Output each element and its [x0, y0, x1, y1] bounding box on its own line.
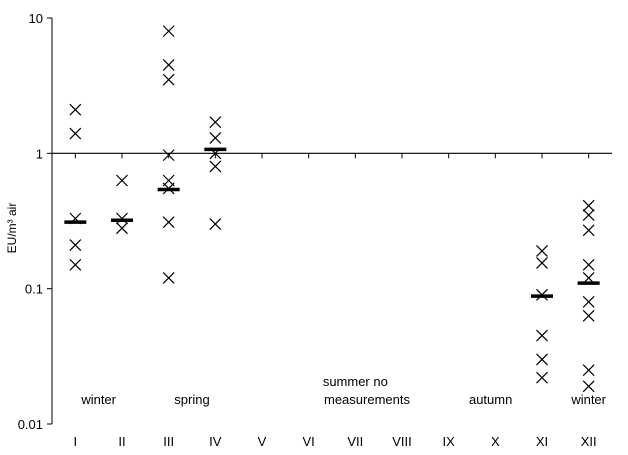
cross-stroke [582, 199, 595, 212]
data-point [69, 127, 82, 140]
cross-stroke [582, 309, 595, 322]
cross-stroke [162, 25, 175, 38]
x-tick-label: XI [536, 434, 548, 449]
x-tick-label: III [163, 434, 174, 449]
x-tick-label: VIII [392, 434, 412, 449]
season-label: spring [174, 392, 209, 407]
x-tick-label: X [491, 434, 500, 449]
cross-stroke [582, 258, 595, 271]
x-tick-label: XII [581, 434, 597, 449]
y-tick-label: 0.1 [25, 282, 43, 297]
cross-stroke [209, 218, 222, 231]
data-point [536, 353, 548, 366]
data-point [209, 160, 222, 173]
cross-stroke [536, 371, 548, 384]
data-point [536, 256, 548, 269]
annotations: winter spring summer no measurements autumn w… [80, 374, 606, 407]
data-point [582, 199, 595, 212]
data-point [582, 295, 595, 308]
data-point [582, 364, 595, 377]
cross-stroke [536, 353, 548, 366]
cross-stroke [69, 239, 82, 251]
data-point [209, 116, 222, 129]
season-label: winter [570, 392, 606, 407]
data-point [536, 245, 548, 257]
x-tick-label: V [258, 434, 267, 449]
marks [64, 25, 600, 393]
cross-stroke [209, 116, 222, 129]
cross-stroke [209, 160, 222, 173]
cross-stroke [536, 329, 548, 342]
cross-stroke [116, 212, 128, 225]
data-point [536, 329, 548, 342]
data-point [162, 272, 175, 284]
cross-stroke [582, 224, 595, 237]
cross-stroke [116, 222, 128, 235]
data-point [162, 73, 175, 86]
data-point [536, 371, 548, 384]
season-label: autumn [469, 392, 512, 407]
cross-stroke [69, 127, 82, 140]
data-point [116, 222, 128, 235]
y-axis-label: EU/m³ air [5, 203, 19, 254]
season-label: measurements [324, 392, 410, 407]
cross-stroke [209, 131, 222, 144]
data-point [209, 218, 222, 231]
season-label: summer no [323, 374, 388, 389]
data-point [69, 103, 82, 116]
data-point [162, 25, 175, 38]
x-tick-label: VII [347, 434, 363, 449]
cross-stroke [162, 59, 175, 71]
data-point [582, 309, 595, 322]
cross-stroke [162, 216, 175, 229]
season-label: winter [80, 392, 116, 407]
cross-stroke [162, 149, 175, 162]
y-tick-label: 1 [36, 146, 43, 161]
cross-stroke [69, 258, 82, 271]
data-point [116, 174, 128, 187]
cross-stroke [582, 364, 595, 377]
data-point [69, 258, 82, 271]
y-tick-label: 10 [29, 11, 43, 26]
cross-stroke [582, 380, 595, 393]
cross-stroke [536, 245, 548, 257]
data-point [162, 216, 175, 229]
cross-stroke [536, 256, 548, 269]
cross-stroke [162, 272, 175, 284]
data-point [582, 380, 595, 393]
data-point [69, 239, 82, 251]
x-tick-label: VI [303, 434, 315, 449]
data-point [209, 131, 222, 144]
y-tick-label: 0.01 [18, 417, 43, 432]
data-point [162, 59, 175, 71]
data-point [162, 149, 175, 162]
x-tick-label: I [74, 434, 78, 449]
data-point [582, 224, 595, 237]
cross-stroke [69, 103, 82, 116]
x-tick-label: IX [443, 434, 456, 449]
cross-stroke [162, 73, 175, 86]
data-point [582, 258, 595, 271]
data-point [116, 212, 128, 225]
cross-stroke [582, 209, 595, 221]
data-point [582, 209, 595, 221]
x-tick-label: IV [209, 434, 222, 449]
cross-stroke [116, 174, 128, 187]
x-tick-label: II [118, 434, 125, 449]
cross-stroke [582, 295, 595, 308]
